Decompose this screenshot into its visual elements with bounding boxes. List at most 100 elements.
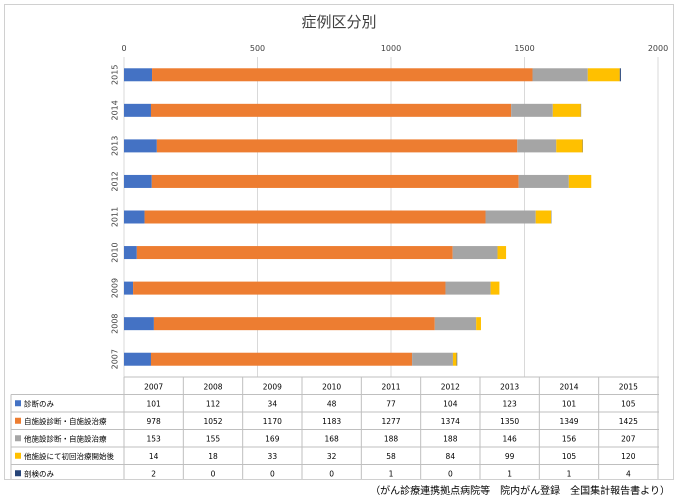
y-tick-label: 2015: [111, 65, 120, 85]
bar-segment: [497, 246, 507, 260]
bar-segment: [517, 139, 557, 153]
bar-segment: [136, 246, 453, 260]
table-cell: 77: [386, 399, 396, 408]
bar-segment: [452, 246, 498, 260]
table-cell: 978: [147, 417, 162, 426]
x-tick-label: 500: [250, 44, 265, 53]
bar-segment: [476, 317, 481, 331]
x-tick-label: 1500: [514, 44, 534, 53]
legend-entry: 自施設診断・自施設治療: [24, 416, 107, 426]
table-cell: 18: [208, 452, 218, 461]
bar-segment: [124, 174, 152, 188]
y-tick-label: 2013: [111, 136, 120, 156]
y-tick-label: 2009: [111, 278, 120, 298]
table-header-year: 2009: [263, 383, 282, 392]
legend-key: [15, 470, 21, 477]
table-header-year: 2013: [500, 383, 519, 392]
table-cell: 101: [562, 399, 577, 408]
bar-segment: [456, 352, 458, 366]
bar-segment: [568, 174, 592, 188]
table-cell: 207: [621, 434, 636, 443]
bar-segment: [156, 139, 518, 153]
table-cell: 168: [325, 434, 340, 443]
bar-segment: [587, 68, 620, 82]
table-header-year: 2015: [619, 383, 638, 392]
table-header-year: 2008: [203, 383, 222, 392]
chart-svg: 0 500 1000 1500 2000201520142013201220112010…: [10, 44, 668, 479]
table-cell: 34: [268, 399, 278, 408]
table-header-year: 2012: [441, 383, 460, 392]
table-cell: 1052: [203, 417, 222, 426]
y-tick-label: 2007: [111, 349, 120, 369]
bar-segment: [485, 210, 536, 224]
bar-segment: [150, 103, 512, 117]
table-cell: 1: [507, 469, 512, 478]
table-header-year: 2010: [322, 383, 341, 392]
y-tick-label: 2011: [111, 207, 120, 227]
bar-segment: [518, 174, 569, 188]
table-cell: 188: [443, 434, 458, 443]
source-note: （がん診療連携拠点病院等 院内がん登録 全国集計報告書より）: [370, 486, 670, 497]
bar-segment: [452, 352, 457, 366]
bar-segment: [532, 68, 588, 82]
table-cell: 120: [621, 452, 636, 461]
table-header-year: 2011: [381, 383, 400, 392]
table-cell: 188: [384, 434, 399, 443]
table-cell: 0: [448, 469, 453, 478]
x-tick-label: 0: [121, 44, 126, 53]
bar-segment: [434, 317, 477, 331]
table-cell: 1349: [559, 417, 578, 426]
x-tick-label: 1000: [381, 44, 401, 53]
bar-segment: [124, 103, 151, 117]
bar-segment: [124, 68, 153, 82]
table-cell: 153: [147, 434, 162, 443]
bar-segment: [445, 281, 491, 295]
legend-entry: 剖検のみ: [24, 468, 54, 478]
table-cell: 48: [327, 399, 337, 408]
table-cell: 4: [626, 469, 631, 478]
bar-segment: [124, 246, 137, 260]
table-cell: 1: [567, 469, 572, 478]
legend-entry: 診断のみ: [24, 398, 54, 408]
table-cell: 169: [265, 434, 280, 443]
table-cell: 33: [268, 452, 278, 461]
table-cell: 104: [443, 399, 458, 408]
table-cell: 14: [149, 452, 159, 461]
bar-segment: [151, 174, 519, 188]
table-cell: 105: [621, 399, 636, 408]
table-cell: 58: [386, 452, 396, 461]
legend-entry: 他施設にて初回治療開始後: [24, 451, 114, 461]
table-cell: 146: [503, 434, 518, 443]
table-header-year: 2007: [144, 383, 163, 392]
table-header-year: 2014: [559, 383, 578, 392]
table-cell: 1425: [619, 417, 638, 426]
bar-segment: [412, 352, 453, 366]
legend-key: [15, 435, 21, 442]
bar-segment: [552, 103, 581, 117]
table-cell: 101: [147, 399, 162, 408]
bar-segment: [124, 281, 134, 295]
table-cell: 1350: [500, 417, 519, 426]
y-tick-label: 2014: [111, 100, 120, 120]
legend-key: [15, 452, 21, 459]
table-cell: 2: [151, 469, 156, 478]
chart-title: 症例区分別: [301, 13, 377, 31]
x-tick-label: 2000: [648, 44, 668, 53]
table-cell: 0: [211, 469, 216, 478]
legend-key: [15, 400, 21, 407]
y-tick-label: 2012: [111, 171, 120, 191]
table-cell: 1374: [441, 417, 460, 426]
bar-segment: [556, 139, 583, 153]
table-cell: 105: [562, 452, 577, 461]
legend-entry: 他施設診断・自施設治療: [24, 433, 107, 443]
table-cell: 84: [446, 452, 456, 461]
y-tick-label: 2010: [111, 242, 120, 262]
table-cell: 1170: [263, 417, 282, 426]
table-cell: 0: [270, 469, 275, 478]
bar-segment: [124, 317, 154, 331]
bar-segment: [150, 352, 413, 366]
chart-frame: 症例区分別 0 500 1000 1500 2000 2015 2014 2013 2012 20…: [4, 4, 674, 480]
bar-segment: [152, 68, 533, 82]
table-cell: 1183: [322, 417, 341, 426]
bar-segment: [124, 352, 151, 366]
